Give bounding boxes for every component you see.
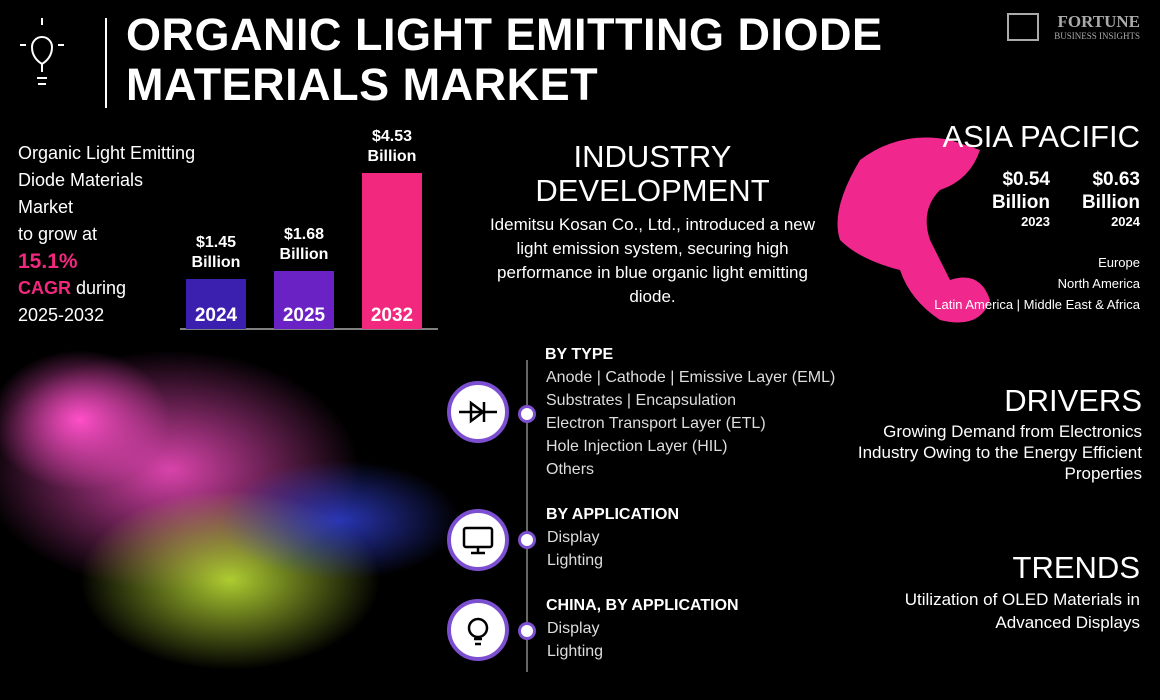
summary-line: Market bbox=[18, 197, 74, 217]
summary-line: Organic Light Emitting bbox=[18, 143, 196, 163]
value-label: $1.45 Billion bbox=[191, 234, 241, 272]
segment-item: Others bbox=[546, 461, 595, 478]
segment-item: Display bbox=[547, 529, 600, 546]
summary-line: Diode Materials bbox=[18, 170, 144, 190]
region-other: Latin America | Middle East & Africa bbox=[934, 297, 1140, 312]
icon-diode bbox=[447, 381, 509, 443]
timeline-dot bbox=[518, 622, 536, 640]
segment-title: CHINA, BY APPLICATION bbox=[546, 597, 739, 614]
cagr: 15.1% bbox=[18, 250, 78, 273]
summary: Organic Light Emitting Diode Materials M… bbox=[18, 140, 228, 329]
segment-item: Anode | Cathode | Emissive Layer (EML) bbox=[546, 369, 836, 386]
summary-line: to grow at bbox=[18, 224, 98, 244]
bar-category: 2025 bbox=[282, 305, 326, 326]
segment-item: Hole Injection Layer (HIL) bbox=[546, 438, 728, 455]
trends-text: Utilization of OLED Materials in Advance… bbox=[904, 590, 1140, 632]
value-label: $1.68 Billion bbox=[279, 226, 329, 264]
title: ORGANIC LIGHT EMITTING DIODE MATERIALS M… bbox=[126, 9, 883, 110]
segment-item: Substrates | Encapsulation bbox=[546, 392, 737, 409]
industry-title: INDUSTRY DEVELOPMENT bbox=[535, 139, 770, 208]
segment-title: BY TYPE bbox=[545, 346, 614, 363]
during: during bbox=[76, 278, 127, 298]
drivers-title: DRIVERS bbox=[1004, 383, 1142, 418]
period: 2025-2032 bbox=[18, 305, 105, 325]
bar bbox=[274, 271, 334, 329]
region-value: $0.63 Billion bbox=[1081, 169, 1140, 213]
segment-title: BY APPLICATION bbox=[546, 506, 680, 523]
cagr-label: CAGR bbox=[18, 278, 71, 298]
drivers-text: Growing Demand from Electronics Industry… bbox=[857, 422, 1142, 483]
region-year: 2023 bbox=[1021, 214, 1050, 229]
industry-text: Idemitsu Kosan Co., Ltd., introduced a n… bbox=[489, 215, 816, 306]
segment-item: Lighting bbox=[547, 643, 604, 660]
trends-title: TRENDS bbox=[1012, 550, 1140, 585]
region-others: Europe North America Latin America | Mid… bbox=[934, 252, 1140, 315]
region-stat: $0.63 Billion 2024 bbox=[1070, 168, 1140, 229]
region-value: $0.54 Billion bbox=[991, 169, 1050, 213]
region-stat: $0.54 Billion 2023 bbox=[980, 168, 1050, 229]
bar-category: 2024 bbox=[194, 305, 238, 326]
icon-monitor bbox=[447, 509, 509, 571]
icon-bulb bbox=[20, 18, 64, 85]
timeline-dot bbox=[518, 405, 536, 423]
segment-item: Display bbox=[547, 620, 600, 637]
brand: FORTUNE bbox=[1057, 12, 1140, 31]
bar bbox=[186, 279, 246, 329]
bar bbox=[362, 173, 422, 329]
segment-item: Electron Transport Layer (ETL) bbox=[546, 415, 766, 432]
brand-sub: BUSINESS INSIGHTS bbox=[1054, 31, 1140, 41]
timeline-dot bbox=[518, 531, 536, 549]
bar-category: 2032 bbox=[370, 305, 414, 326]
value-label: $4.53 Billion bbox=[367, 128, 417, 165]
region-other: North America bbox=[1057, 276, 1140, 291]
region-other: Europe bbox=[1098, 255, 1140, 270]
region-year: 2024 bbox=[1111, 214, 1140, 229]
segment-item: Lighting bbox=[547, 552, 604, 569]
region-title: ASIA PACIFIC bbox=[942, 119, 1140, 154]
icon-bulb-small bbox=[447, 599, 509, 661]
